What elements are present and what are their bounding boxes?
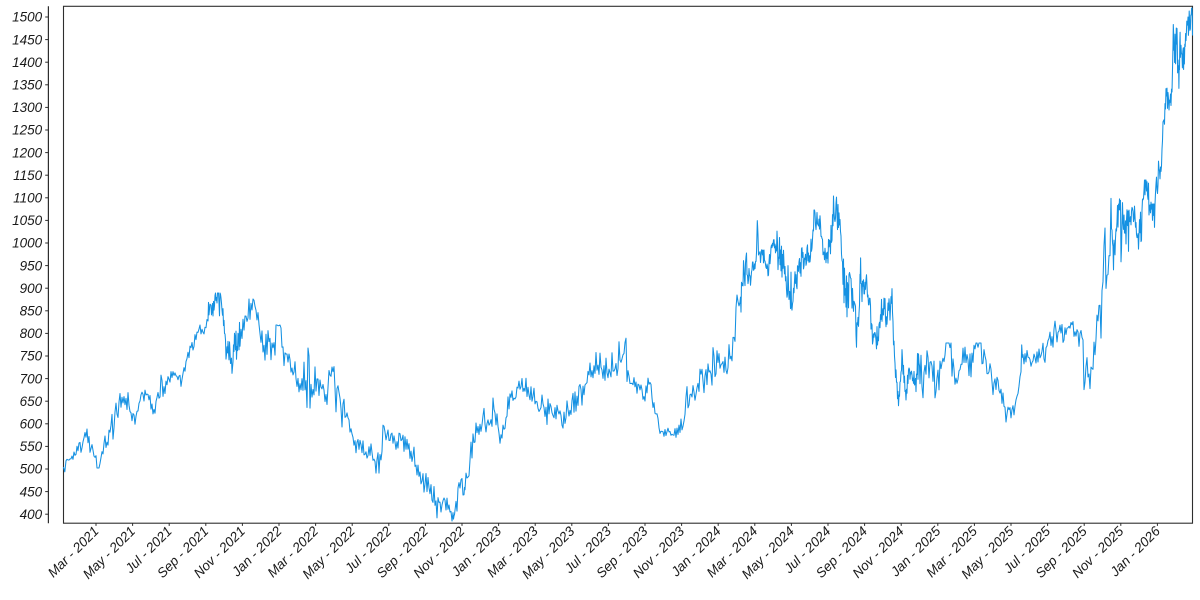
svg-text:400: 400 <box>20 507 43 522</box>
svg-text:800: 800 <box>20 326 43 341</box>
svg-text:850: 850 <box>20 304 43 319</box>
svg-text:500: 500 <box>20 462 43 477</box>
svg-text:1100: 1100 <box>13 191 43 206</box>
svg-text:1200: 1200 <box>12 145 43 160</box>
svg-text:700: 700 <box>20 371 43 386</box>
svg-text:950: 950 <box>20 258 43 273</box>
svg-text:1400: 1400 <box>12 55 43 70</box>
svg-text:1450: 1450 <box>12 32 43 47</box>
svg-text:1350: 1350 <box>12 78 43 93</box>
svg-text:1300: 1300 <box>12 100 43 115</box>
svg-text:750: 750 <box>20 349 43 364</box>
svg-text:450: 450 <box>20 484 43 499</box>
svg-text:900: 900 <box>20 281 43 296</box>
svg-text:1150: 1150 <box>13 168 43 183</box>
svg-text:550: 550 <box>20 439 43 454</box>
svg-text:650: 650 <box>20 394 43 409</box>
svg-text:1050: 1050 <box>12 213 43 228</box>
svg-text:600: 600 <box>20 417 43 432</box>
svg-text:1500: 1500 <box>12 10 43 25</box>
svg-text:1000: 1000 <box>12 236 43 251</box>
svg-text:1250: 1250 <box>12 123 43 138</box>
